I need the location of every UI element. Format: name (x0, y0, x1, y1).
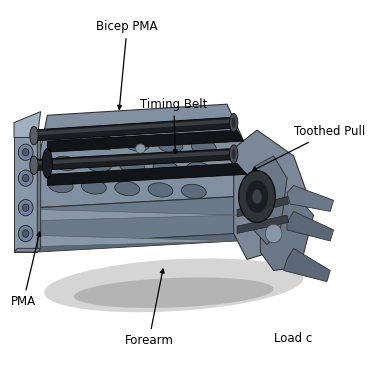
Polygon shape (14, 137, 37, 252)
Text: Load c: Load c (274, 332, 312, 345)
Polygon shape (237, 197, 289, 217)
Ellipse shape (252, 189, 262, 204)
Ellipse shape (245, 180, 269, 213)
Ellipse shape (230, 114, 238, 132)
Ellipse shape (30, 127, 38, 145)
Ellipse shape (125, 137, 150, 151)
Polygon shape (31, 150, 234, 165)
Ellipse shape (48, 178, 73, 193)
Polygon shape (237, 148, 254, 234)
Ellipse shape (115, 181, 139, 196)
Ellipse shape (158, 138, 183, 153)
Polygon shape (31, 117, 234, 141)
Circle shape (18, 200, 33, 216)
Ellipse shape (120, 159, 145, 173)
Ellipse shape (135, 144, 145, 153)
Polygon shape (47, 163, 247, 186)
Polygon shape (287, 186, 334, 211)
Polygon shape (37, 234, 247, 252)
Ellipse shape (74, 278, 273, 308)
Polygon shape (14, 248, 41, 252)
Polygon shape (234, 130, 307, 259)
Ellipse shape (191, 140, 216, 154)
Ellipse shape (86, 158, 111, 172)
Ellipse shape (42, 148, 52, 178)
Circle shape (22, 204, 29, 211)
Text: Timing Belt: Timing Belt (140, 98, 207, 154)
Polygon shape (260, 193, 313, 270)
Text: PMA: PMA (11, 232, 41, 308)
Polygon shape (37, 134, 41, 252)
Ellipse shape (181, 184, 206, 198)
Circle shape (18, 170, 33, 186)
Polygon shape (254, 156, 287, 244)
Circle shape (22, 230, 29, 237)
Polygon shape (47, 130, 244, 152)
Polygon shape (37, 197, 237, 244)
Polygon shape (37, 210, 237, 221)
Polygon shape (283, 248, 330, 282)
Ellipse shape (91, 135, 116, 150)
Polygon shape (237, 215, 289, 234)
Polygon shape (14, 112, 41, 137)
Circle shape (22, 174, 29, 182)
Text: Toothed Pull: Toothed Pull (252, 125, 365, 171)
Ellipse shape (58, 134, 83, 148)
Ellipse shape (230, 145, 238, 163)
Ellipse shape (53, 156, 78, 170)
Polygon shape (37, 104, 247, 208)
Circle shape (265, 224, 282, 243)
Circle shape (22, 148, 29, 156)
Circle shape (18, 226, 33, 242)
Text: Bicep PMA: Bicep PMA (96, 20, 158, 109)
Ellipse shape (44, 258, 303, 312)
Ellipse shape (239, 171, 275, 223)
Polygon shape (31, 148, 234, 171)
Ellipse shape (186, 162, 211, 176)
Ellipse shape (82, 180, 106, 194)
Polygon shape (37, 235, 237, 246)
Ellipse shape (30, 156, 38, 174)
Polygon shape (31, 119, 234, 136)
Text: Forearm: Forearm (124, 269, 173, 347)
Ellipse shape (153, 161, 178, 175)
Ellipse shape (232, 148, 236, 160)
Ellipse shape (232, 117, 236, 128)
Polygon shape (287, 211, 334, 241)
Circle shape (18, 144, 33, 160)
Ellipse shape (148, 183, 173, 197)
